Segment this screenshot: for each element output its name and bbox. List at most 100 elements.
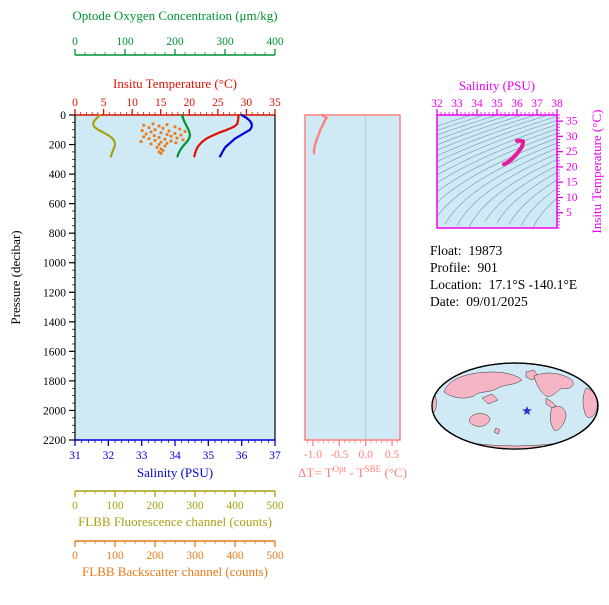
oxygen-profile-curve [176, 113, 192, 158]
density-contour-line [468, 159, 557, 228]
salinity-profile-curve [218, 113, 253, 158]
fluorescence-profile-curve [91, 113, 117, 158]
delta-tick-label: -0.5 [330, 449, 348, 461]
backscatter-tick-label: 200 [146, 550, 164, 562]
backscatter-point [157, 143, 161, 146]
delta-label-sup-1: Opt [333, 464, 347, 474]
continent-eurasia [443, 371, 523, 399]
pressure-tick-label: 1400 [43, 317, 66, 329]
salinity-tick-label: 35 [203, 450, 215, 462]
fluorescence-tick-label: 100 [106, 500, 124, 512]
backscatter-point [153, 139, 157, 142]
ts-salinity-tick-label: 34 [471, 98, 483, 110]
delta-axis-label: ΔT= TOpt - TSBE (°C) [298, 464, 407, 480]
fluorescence-tick-label: 200 [146, 500, 164, 512]
temperature-axis-title: Insitu Temperature (°C) [113, 76, 237, 91]
fluorescence-tick-label: 400 [226, 500, 244, 512]
delta-label-part-3: (°C) [381, 465, 407, 480]
pressure-tick-label: 200 [49, 140, 67, 152]
ts-temperature-tick-label: 15 [566, 177, 578, 189]
backscatter-point [159, 140, 163, 144]
backscatter-point [161, 149, 165, 152]
delta-label-part-2: - T [346, 465, 365, 480]
temperature-tick-label: 35 [269, 97, 281, 109]
pressure-tick-label: 2200 [43, 435, 66, 447]
density-contour-line [437, 115, 498, 136]
backscatter-point [169, 139, 173, 143]
pressure-tick-label: 800 [49, 228, 67, 240]
pressure-tick-label: 2000 [43, 405, 66, 417]
ts-temperature-title: Insitu Temperature (°C) [589, 110, 604, 234]
backscatter-point [151, 122, 155, 126]
temperature-axis: 0 5 10 15 20 25 30 35 [72, 97, 281, 115]
info-label-date: Date: [430, 294, 460, 309]
density-contour-line [437, 142, 557, 217]
salinity-tick-label: 37 [269, 450, 281, 462]
density-contour-line [437, 128, 557, 184]
ts-salinity-tick-label: 32 [431, 98, 443, 110]
backscatter-tick-label: 400 [226, 550, 244, 562]
info-label-float: Float: [430, 243, 462, 258]
density-contour-line [437, 116, 557, 162]
backscatter-tick-label: 300 [186, 550, 204, 562]
backscatter-point [152, 134, 156, 138]
backscatter-point [178, 127, 182, 131]
continent-north-america [533, 372, 574, 397]
backscatter-point [165, 141, 169, 145]
backscatter-point [179, 133, 183, 137]
continent-australia [469, 413, 491, 427]
delta-plot-area [304, 114, 401, 441]
backscatter-point [149, 142, 153, 146]
density-contour-line [437, 115, 510, 141]
delta-tick-label: 0.5 [385, 449, 400, 461]
density-contour-line [437, 115, 470, 127]
continent-africa [582, 387, 598, 418]
ts-diagram-plot: 32 33 34 35 36 37 38 5 10 15 20 25 30 35 [431, 98, 578, 229]
backscatter-point [165, 123, 169, 127]
ts-plot-area [437, 115, 557, 228]
ts-salinity-tick-label: 35 [491, 98, 503, 110]
backscatter-point [159, 131, 163, 135]
pressure-axis: 0 200 400 600 800 1000 1200 1400 1600 1800 2000 220… [43, 110, 75, 447]
ts-data-curve [502, 138, 525, 167]
fluorescence-axis-title: FLBB Fluorescence channel (counts) [78, 514, 272, 529]
backscatter-point [181, 138, 185, 142]
backscatter-point [161, 126, 165, 130]
ts-salinity-tick-label: 36 [511, 98, 523, 110]
density-contour-line [437, 137, 557, 203]
oxygen-tick-label: 400 [266, 36, 284, 48]
info-row-profile: Profile: 901 [430, 259, 577, 276]
backscatter-point [153, 128, 157, 132]
backscatter-point [144, 132, 148, 136]
pressure-tick-label: 1800 [43, 376, 66, 388]
delta-tick-label: 0.0 [359, 449, 374, 461]
backscatter-point [155, 146, 159, 149]
backscatter-point [142, 135, 146, 139]
temperature-tick-label: 30 [241, 97, 253, 109]
density-contour-line [532, 197, 557, 228]
map-outline [431, 362, 599, 450]
backscatter-tick-label: 100 [106, 550, 124, 562]
delta-label-sup-2: SBE [365, 464, 382, 474]
pressure-tick-label: 1600 [43, 346, 66, 358]
density-contour-line [508, 179, 557, 225]
density-contours [437, 115, 557, 228]
ts-salinity-title: Salinity (PSU) [459, 78, 535, 93]
ts-temperature-tick-label: 30 [566, 131, 578, 143]
backscatter-point [157, 150, 161, 154]
density-contour-line [520, 188, 557, 227]
backscatter-point [173, 125, 177, 129]
delta-t-curve [312, 113, 328, 155]
fluorescence-tick-label: 500 [266, 500, 284, 512]
backscatter-axis-title: FLBB Backscatter channel (counts) [82, 564, 268, 579]
info-row-location: Location: 17.1°S -140.1°E [430, 276, 577, 293]
backscatter-point [183, 130, 187, 133]
pressure-tick-label: 1200 [43, 287, 66, 299]
salinity-tick-label: 33 [136, 450, 148, 462]
salinity-tick-label: 34 [169, 450, 181, 462]
backscatter-point [173, 132, 177, 135]
fluorescence-tick-label: 300 [186, 500, 204, 512]
info-row-float: Float: 19873 [430, 242, 577, 259]
salinity-axis: 31 32 33 34 35 36 37 [69, 440, 281, 462]
